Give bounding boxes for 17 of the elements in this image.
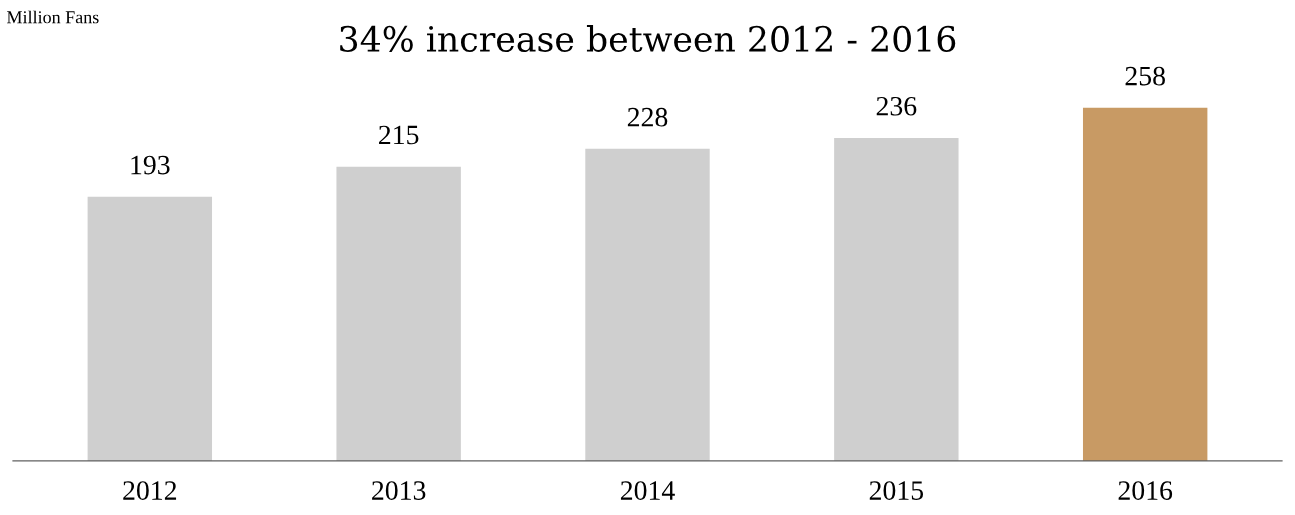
bar bbox=[834, 137, 959, 461]
bar bbox=[87, 196, 213, 461]
y-axis-title: Million Fans bbox=[6, 10, 99, 24]
data-label: 215 bbox=[379, 125, 419, 145]
bar bbox=[336, 166, 461, 461]
bar bbox=[1082, 107, 1208, 461]
x-tick-label: 2015 bbox=[869, 481, 924, 500]
data-label: 193 bbox=[131, 155, 170, 175]
x-tick-label: 2016 bbox=[1118, 481, 1173, 500]
bar bbox=[585, 148, 710, 461]
x-tick-label: 2012 bbox=[123, 481, 177, 500]
x-tick-label: 2013 bbox=[372, 481, 426, 500]
data-label: 228 bbox=[627, 107, 668, 127]
x-tick-label: 2014 bbox=[620, 481, 675, 500]
chart-title: 34% increase between 2012 - 2016 bbox=[340, 25, 956, 52]
data-label: 236 bbox=[876, 96, 917, 116]
data-label: 258 bbox=[1125, 66, 1165, 86]
